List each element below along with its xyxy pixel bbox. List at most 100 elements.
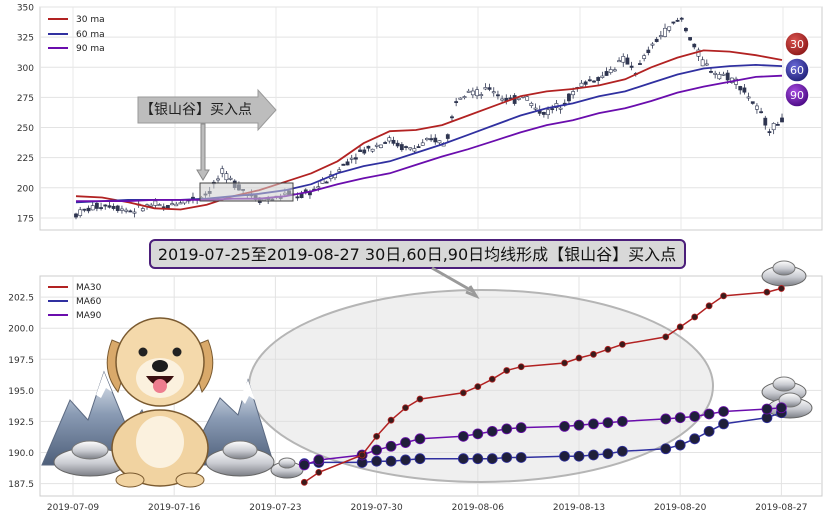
ma-zoom-point-MA90 bbox=[674, 412, 686, 424]
ma-zoom-point-MA30 bbox=[705, 302, 713, 310]
ma-zoom-point-MA60 bbox=[660, 443, 672, 455]
ma-zoom-point-MA90 bbox=[660, 413, 672, 425]
ma-zoom-point-MA60 bbox=[602, 448, 614, 460]
price-y-tick-label: 175 bbox=[17, 214, 34, 224]
ma-zoom-point-MA30 bbox=[676, 323, 684, 331]
ma-zoom-lines bbox=[298, 285, 787, 486]
candle-body bbox=[583, 81, 588, 85]
ma-zoom-y-tick-label: 202.5 bbox=[8, 294, 34, 304]
ma-zoom-point-MA90 bbox=[761, 403, 773, 415]
ma-zoom-point-MA60 bbox=[457, 453, 469, 465]
ma-zoom-point-MA90 bbox=[602, 417, 614, 429]
ma-zoom-point-MA30 bbox=[561, 359, 568, 367]
ma-zoom-point-MA90 bbox=[385, 440, 397, 452]
silver-ingot-top-right bbox=[761, 260, 807, 287]
candle-body bbox=[466, 90, 471, 93]
candle-body bbox=[178, 202, 183, 205]
candle-body bbox=[425, 138, 429, 141]
ma-zoom-point-MA90 bbox=[501, 423, 513, 435]
price-y-tick-label: 300 bbox=[17, 64, 34, 74]
ma-zoom-point-MA60 bbox=[559, 450, 570, 462]
price-y-tick-label: 325 bbox=[17, 34, 34, 44]
candle-body bbox=[228, 177, 233, 180]
candle-body bbox=[174, 203, 179, 207]
candle-body bbox=[170, 203, 174, 206]
candle-body bbox=[107, 205, 112, 208]
candle-body bbox=[650, 43, 655, 46]
ma-zoom-point-MA90 bbox=[457, 430, 469, 442]
candle-body bbox=[395, 142, 400, 147]
candle-body bbox=[679, 17, 684, 20]
candle-body bbox=[688, 37, 692, 41]
candle-body bbox=[437, 140, 442, 144]
candle-body bbox=[458, 97, 463, 100]
ma-zoom-point-MA30 bbox=[402, 404, 409, 412]
candle-body bbox=[94, 202, 99, 209]
candle-body bbox=[533, 107, 538, 110]
candle-body bbox=[483, 87, 488, 90]
candle-body bbox=[579, 82, 584, 87]
candle-body bbox=[445, 134, 450, 139]
candle-body bbox=[746, 96, 751, 99]
badge-90-label: 90 bbox=[790, 89, 804, 102]
candle-body bbox=[429, 138, 433, 141]
ma-zoom-point-MA30 bbox=[517, 363, 525, 371]
candle-body bbox=[99, 207, 103, 209]
ma-zoom-point-MA30 bbox=[691, 313, 699, 321]
price-moving-averages bbox=[75, 49, 783, 211]
candle-body bbox=[345, 161, 350, 166]
candle-body bbox=[140, 208, 145, 212]
ma-zoom-point-MA30 bbox=[387, 416, 395, 424]
ma-zoom-point-MA30 bbox=[474, 383, 482, 391]
buy-point-callout: 【银山谷】买入点 bbox=[137, 88, 277, 132]
price-ma-line-90ma bbox=[76, 74, 783, 202]
legend-ma30: MA30 bbox=[76, 283, 102, 293]
candle-body bbox=[558, 107, 563, 110]
chart-title: 2019-07-25至2019-08-27 30日,60日,90日均线形成【银山… bbox=[158, 245, 676, 264]
candle-body bbox=[713, 72, 718, 75]
candle-body bbox=[128, 210, 133, 213]
ma-zoom-x-tick-label: 2019-07-09 bbox=[47, 503, 100, 513]
ma-zoom-point-MA90 bbox=[616, 416, 628, 427]
ma-zoom-point-MA90 bbox=[313, 454, 325, 466]
ma-zoom-point-MA30 bbox=[300, 478, 308, 486]
price-y-tick-label: 225 bbox=[17, 154, 34, 164]
candle-body bbox=[349, 157, 354, 160]
candle-body bbox=[132, 211, 137, 214]
candle-body bbox=[638, 63, 642, 65]
ma-zoom-point-MA90 bbox=[371, 444, 383, 456]
badge-30 bbox=[784, 31, 810, 57]
candle-body bbox=[316, 186, 321, 189]
ma-zoom-point-MA60 bbox=[371, 455, 383, 467]
ma-zoom-point-MA90 bbox=[573, 419, 585, 431]
ma-zoom-point-MA30 bbox=[662, 333, 670, 341]
candle-body bbox=[90, 205, 95, 211]
ma-zoom-point-MA60 bbox=[414, 453, 426, 465]
ma-badges: 30 60 90 bbox=[784, 31, 810, 108]
ma-zoom-point-MA90 bbox=[515, 422, 527, 434]
candle-body bbox=[337, 169, 342, 172]
ma-zoom-y-tick-label: 197.5 bbox=[8, 356, 34, 366]
candle-body bbox=[692, 43, 697, 48]
candle-body bbox=[78, 209, 83, 216]
buy-point-box bbox=[199, 182, 294, 202]
ma-zoom-point-MA30 bbox=[778, 285, 785, 292]
candle-body bbox=[541, 111, 546, 115]
price-y-tick-label: 250 bbox=[17, 124, 34, 134]
candle-body bbox=[621, 56, 626, 63]
candle-body bbox=[496, 94, 500, 97]
ma-zoom-x-tick-label: 2019-07-23 bbox=[249, 503, 301, 513]
candle-body bbox=[479, 94, 484, 96]
candle-body bbox=[374, 144, 379, 147]
candle-body bbox=[462, 96, 467, 99]
ma-zoom-point-MA30 bbox=[720, 292, 727, 300]
candle-body bbox=[654, 38, 659, 42]
candle-body bbox=[771, 123, 776, 131]
ma-zoom-legend: MA30 MA60 MA90 bbox=[48, 283, 102, 321]
ma-zoom-point-MA60 bbox=[472, 453, 484, 465]
candle-body bbox=[646, 49, 651, 54]
price-y-tick-label: 350 bbox=[17, 4, 34, 14]
candle-body bbox=[700, 59, 705, 67]
legend-90ma: 90 ma bbox=[76, 44, 105, 54]
